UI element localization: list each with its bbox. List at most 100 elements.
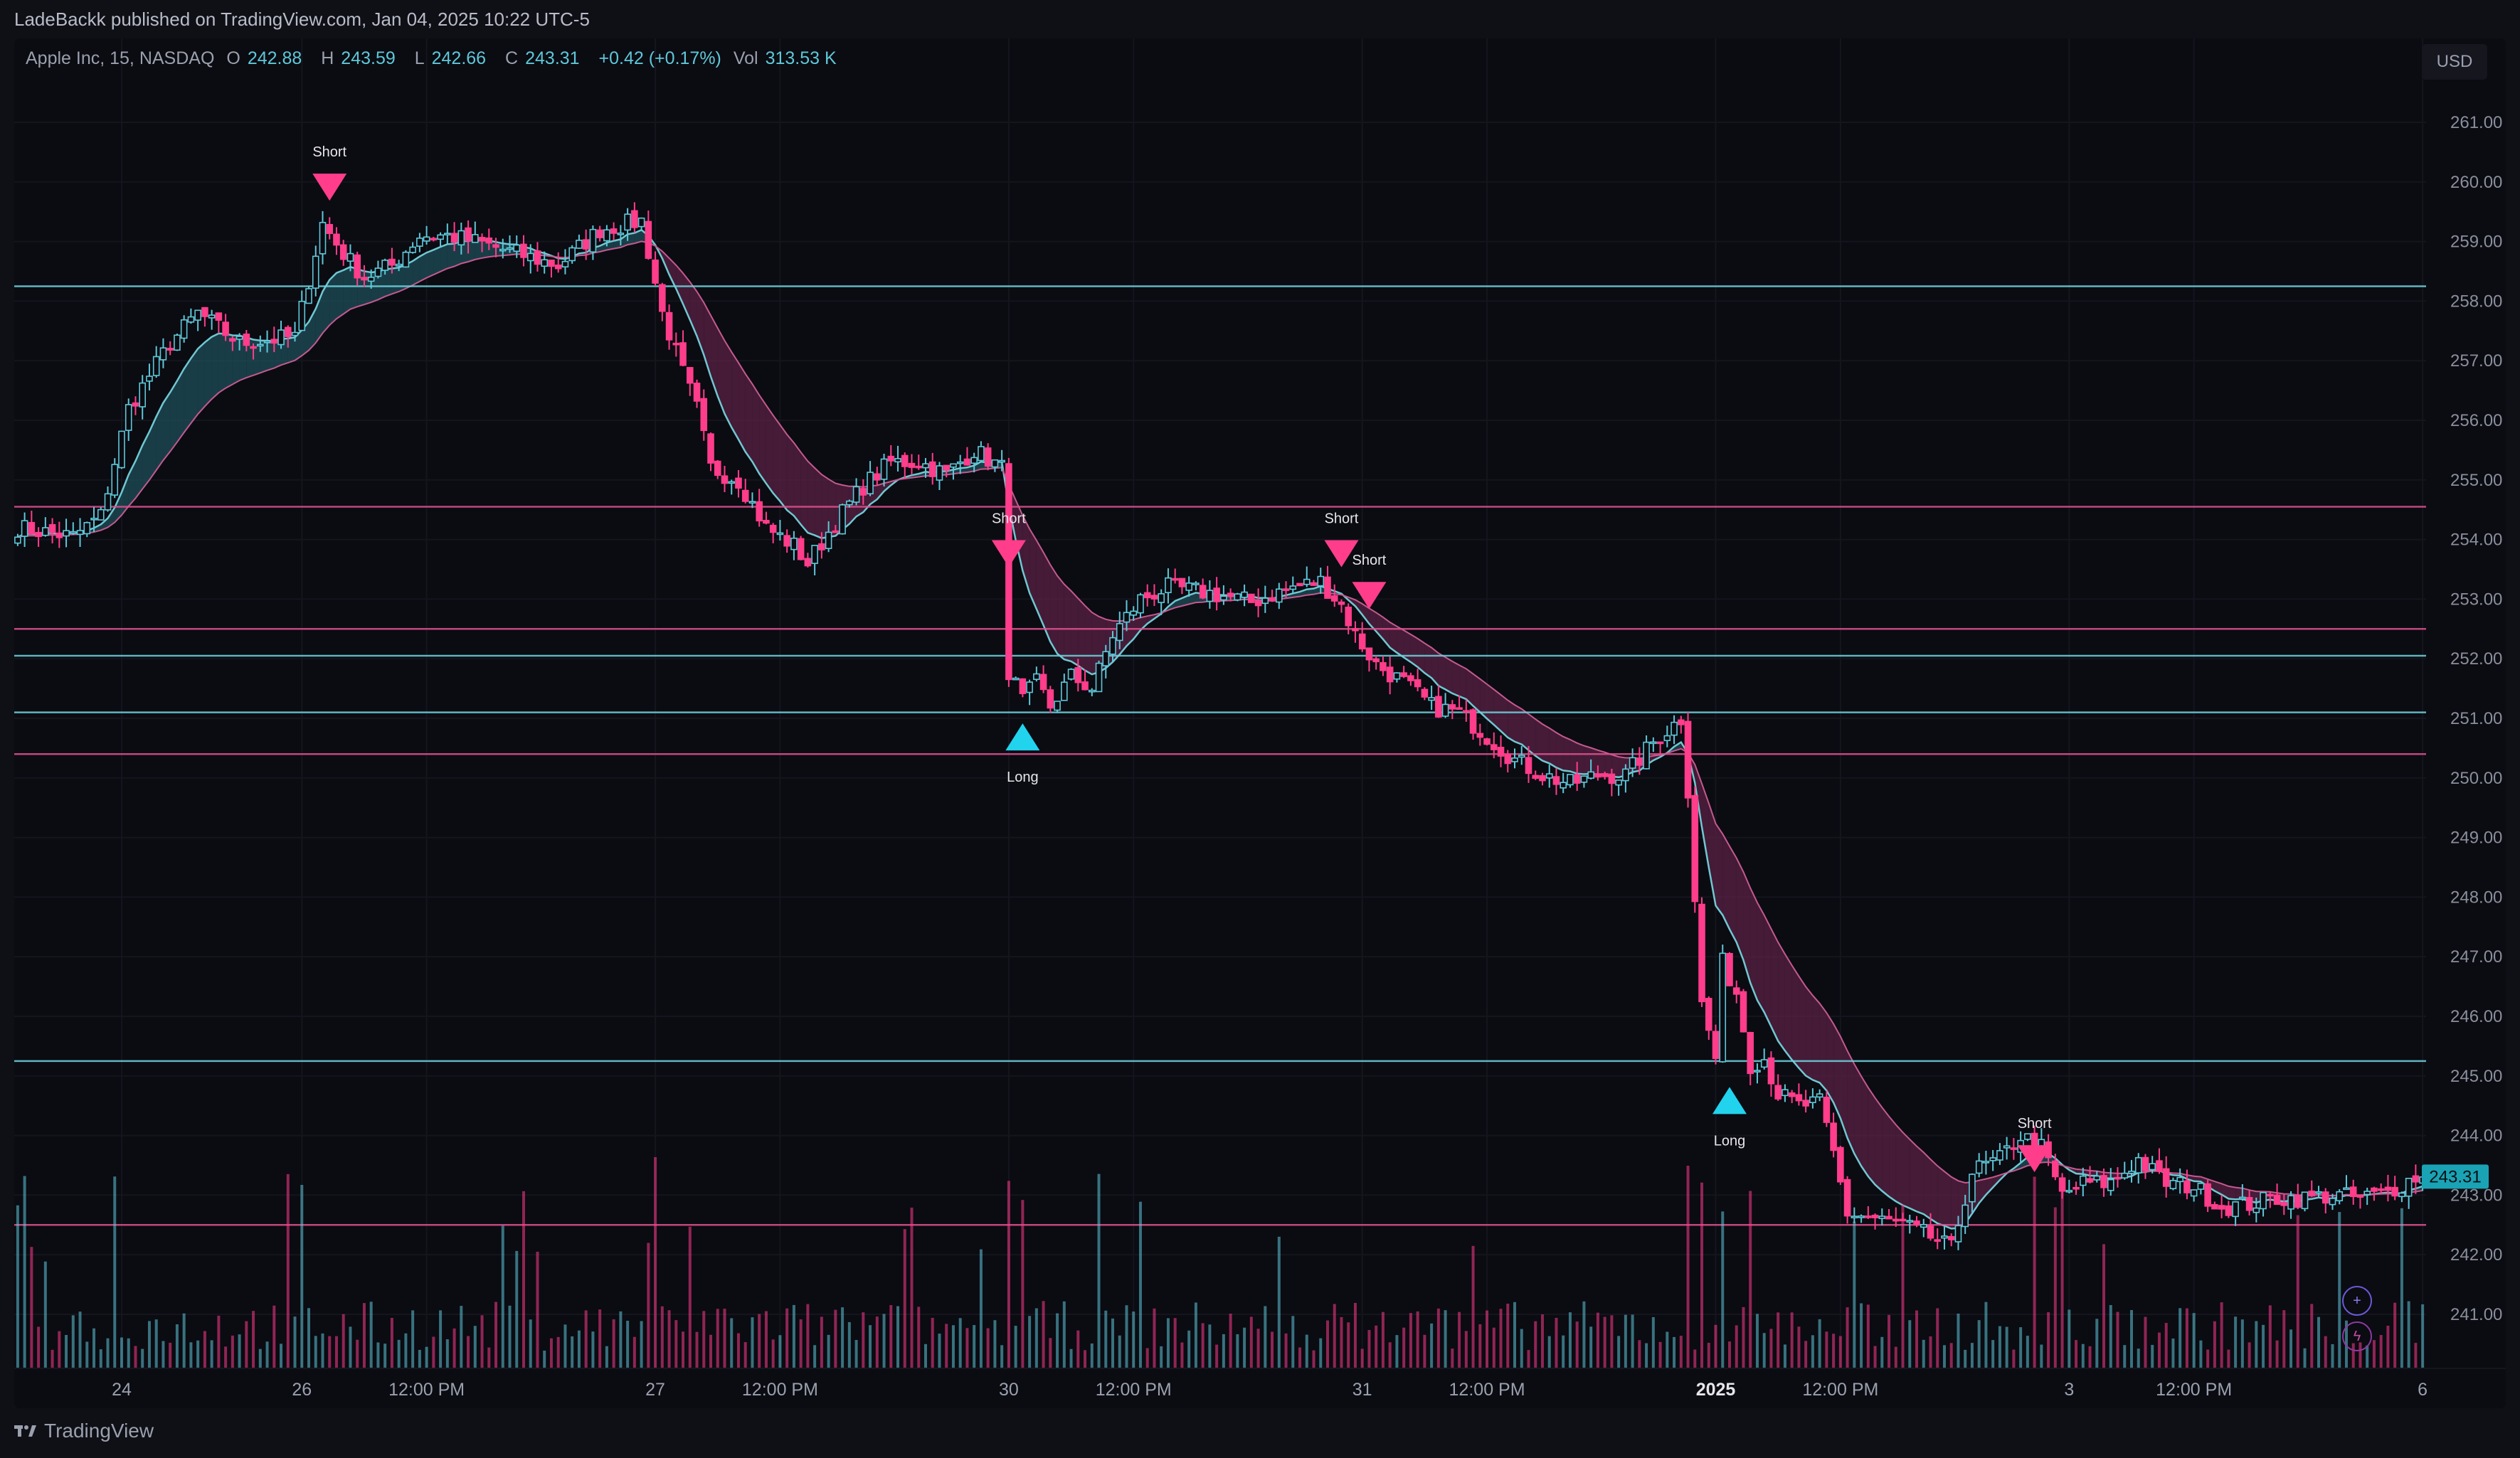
candle-body[interactable]: [576, 240, 583, 249]
candle-body[interactable]: [284, 326, 292, 337]
candle-body[interactable]: [1698, 903, 1705, 1003]
candle-body[interactable]: [70, 531, 77, 534]
candle-body[interactable]: [48, 523, 56, 533]
candle-body[interactable]: [2024, 1133, 2031, 1140]
candle-body[interactable]: [1296, 582, 1303, 587]
candle-body[interactable]: [541, 259, 549, 267]
candle-body[interactable]: [686, 367, 694, 384]
candle-body[interactable]: [21, 520, 28, 537]
candle-body[interactable]: [1158, 593, 1165, 603]
candle-body[interactable]: [1303, 578, 1311, 585]
candle-body[interactable]: [2204, 1183, 2211, 1207]
candle-body[interactable]: [950, 463, 957, 468]
candle-body[interactable]: [1345, 606, 1352, 627]
candle-body[interactable]: [1504, 753, 1512, 765]
candle-body[interactable]: [991, 459, 999, 468]
candle-body[interactable]: [139, 382, 147, 408]
candle-body[interactable]: [229, 338, 236, 342]
candle-body[interactable]: [928, 461, 936, 477]
candle-body[interactable]: [2183, 1180, 2191, 1193]
candle-body[interactable]: [2412, 1175, 2420, 1183]
candle-body[interactable]: [1282, 588, 1290, 591]
candle-body[interactable]: [416, 238, 423, 247]
candle-body[interactable]: [1754, 1070, 1761, 1073]
candle-body[interactable]: [1165, 577, 1172, 594]
candle-body[interactable]: [970, 457, 978, 464]
currency-button[interactable]: USD: [2422, 44, 2487, 80]
candle-body[interactable]: [1483, 738, 1491, 745]
candle-body[interactable]: [1650, 741, 1657, 745]
candle-body[interactable]: [2114, 1176, 2122, 1180]
candle-body[interactable]: [450, 233, 458, 243]
candle-body[interactable]: [2273, 1194, 2281, 1206]
candle-body[interactable]: [402, 251, 410, 268]
candle-body[interactable]: [2239, 1196, 2246, 1200]
candle-body[interactable]: [2093, 1175, 2101, 1181]
candle-body[interactable]: [1116, 623, 1123, 642]
candle-body[interactable]: [1088, 689, 1096, 693]
candle-body[interactable]: [1705, 998, 1712, 1031]
candle-body[interactable]: [298, 300, 306, 331]
candle-body[interactable]: [132, 402, 139, 407]
candle-body[interactable]: [790, 537, 798, 550]
candle-body[interactable]: [492, 244, 499, 248]
candle-body[interactable]: [215, 312, 223, 321]
candle-body[interactable]: [652, 259, 659, 284]
candle-body[interactable]: [1518, 755, 1525, 758]
candle-body[interactable]: [832, 530, 840, 533]
candle-body[interactable]: [880, 458, 888, 480]
candle-body[interactable]: [610, 228, 618, 234]
candle-body[interactable]: [1906, 1220, 1914, 1223]
candle-body[interactable]: [1975, 1160, 1983, 1174]
candle-body[interactable]: [659, 284, 666, 312]
candle-body[interactable]: [1241, 591, 1248, 598]
candle-body[interactable]: [1130, 610, 1138, 616]
candle-body[interactable]: [707, 433, 714, 464]
candle-body[interactable]: [1663, 735, 1671, 742]
candle-body[interactable]: [839, 504, 846, 535]
candle-body[interactable]: [367, 277, 375, 282]
candle-body[interactable]: [159, 347, 167, 361]
candle-body[interactable]: [305, 288, 312, 304]
candle-body[interactable]: [534, 250, 541, 265]
candle-body[interactable]: [1629, 757, 1636, 769]
candle-body[interactable]: [2329, 1198, 2336, 1206]
candle-body[interactable]: [1511, 757, 1518, 762]
candle-body[interactable]: [1005, 463, 1012, 681]
candle-body[interactable]: [1671, 721, 1678, 736]
candle-body[interactable]: [444, 233, 451, 235]
candle-body[interactable]: [2377, 1188, 2385, 1191]
candle-body[interactable]: [1033, 673, 1040, 680]
candle-body[interactable]: [319, 222, 327, 255]
candle-body[interactable]: [825, 531, 832, 549]
candle-body[interactable]: [1643, 741, 1650, 770]
candle-body[interactable]: [756, 501, 763, 522]
candle-body[interactable]: [554, 264, 562, 270]
candle-body[interactable]: [700, 398, 708, 432]
candle-body[interactable]: [2010, 1147, 2018, 1150]
candle-body[interactable]: [465, 227, 472, 242]
candle-body[interactable]: [665, 312, 673, 341]
candle-body[interactable]: [797, 538, 805, 560]
candle-body[interactable]: [1497, 747, 1505, 757]
candle-body[interactable]: [859, 488, 867, 496]
candle-body[interactable]: [2225, 1205, 2233, 1216]
candle-body[interactable]: [312, 255, 319, 289]
candle-body[interactable]: [506, 247, 514, 250]
candle-body[interactable]: [1081, 681, 1089, 691]
candle-body[interactable]: [63, 530, 70, 537]
candle-body[interactable]: [728, 481, 736, 484]
candle-body[interactable]: [125, 404, 132, 431]
candle-body[interactable]: [1989, 1157, 1996, 1161]
candle-body[interactable]: [1261, 597, 1269, 605]
candle-body[interactable]: [2218, 1205, 2225, 1210]
price-chart[interactable]: Short Short Long Short Short Long Short 261.00 2…: [14, 38, 2506, 1408]
candle-body[interactable]: [922, 463, 929, 469]
candle-body[interactable]: [1601, 773, 1609, 777]
candle-body[interactable]: [180, 319, 188, 339]
candle-body[interactable]: [1310, 582, 1318, 586]
candle-body[interactable]: [1469, 709, 1477, 734]
candle-body[interactable]: [1740, 991, 1747, 1033]
candle-body[interactable]: [2343, 1187, 2350, 1191]
candle-body[interactable]: [1809, 1096, 1816, 1103]
